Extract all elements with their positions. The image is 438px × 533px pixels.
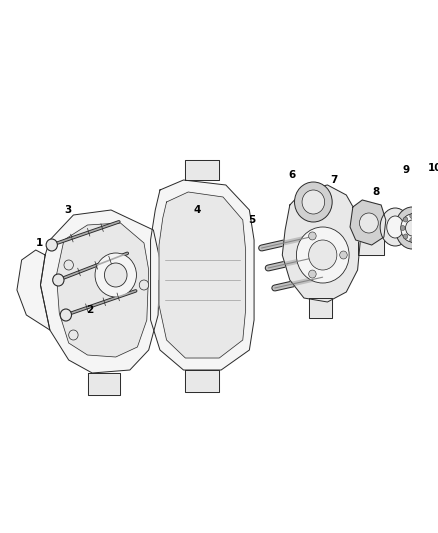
Circle shape	[417, 234, 421, 239]
Circle shape	[340, 251, 347, 259]
Circle shape	[403, 234, 408, 239]
Polygon shape	[185, 160, 219, 180]
Circle shape	[309, 240, 337, 270]
Text: 9: 9	[403, 165, 410, 175]
Circle shape	[419, 225, 424, 230]
Text: 7: 7	[330, 175, 338, 185]
Polygon shape	[350, 200, 386, 245]
Polygon shape	[17, 250, 50, 330]
Circle shape	[410, 238, 414, 243]
Circle shape	[69, 330, 78, 340]
Circle shape	[46, 239, 57, 251]
Polygon shape	[283, 185, 360, 302]
Polygon shape	[40, 210, 160, 373]
Circle shape	[53, 274, 64, 286]
Circle shape	[297, 227, 349, 283]
Ellipse shape	[406, 220, 419, 236]
Ellipse shape	[406, 211, 432, 245]
Polygon shape	[185, 370, 219, 392]
Text: 4: 4	[194, 205, 201, 215]
Ellipse shape	[411, 218, 426, 238]
Circle shape	[417, 217, 421, 222]
Polygon shape	[158, 280, 177, 300]
Circle shape	[410, 214, 414, 219]
Ellipse shape	[401, 214, 424, 242]
Polygon shape	[88, 373, 120, 395]
Ellipse shape	[395, 207, 429, 249]
Ellipse shape	[387, 216, 404, 238]
Text: 1: 1	[36, 238, 43, 248]
Circle shape	[360, 213, 378, 233]
Ellipse shape	[380, 208, 410, 246]
Text: 2: 2	[86, 305, 93, 315]
Circle shape	[60, 309, 71, 321]
Circle shape	[403, 217, 408, 222]
Text: 3: 3	[64, 205, 71, 215]
Circle shape	[302, 190, 325, 214]
Polygon shape	[159, 192, 246, 358]
Text: 5: 5	[248, 215, 256, 225]
Polygon shape	[357, 235, 384, 255]
Text: 8: 8	[373, 187, 380, 197]
Circle shape	[400, 225, 405, 230]
Circle shape	[309, 270, 316, 278]
Text: 6: 6	[288, 170, 295, 180]
Circle shape	[104, 263, 127, 287]
Circle shape	[64, 260, 74, 270]
Text: 10: 10	[427, 163, 438, 173]
Circle shape	[139, 280, 148, 290]
Polygon shape	[57, 223, 148, 357]
Ellipse shape	[415, 223, 423, 233]
Circle shape	[294, 182, 332, 222]
Circle shape	[95, 253, 137, 297]
Polygon shape	[309, 298, 332, 318]
Circle shape	[309, 232, 316, 240]
Polygon shape	[151, 180, 254, 370]
